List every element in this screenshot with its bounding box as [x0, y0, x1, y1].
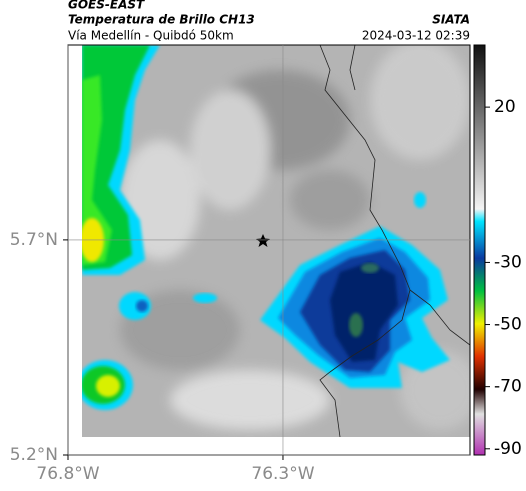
satellite: GOES-EAST	[68, 0, 145, 12]
colorbar-label: -90	[494, 439, 522, 459]
y-tick-label: 5.7°N	[10, 230, 58, 250]
colorbar-label: -30	[494, 252, 522, 272]
colorbar	[473, 44, 486, 456]
colorbar-label: -50	[494, 315, 522, 335]
colorbar-label: -70	[494, 377, 522, 397]
source: SIATA	[432, 13, 470, 27]
colorbar-label: 20	[494, 97, 516, 117]
city-marker	[256, 234, 270, 247]
x-tick-label: 76.3°W	[251, 464, 314, 484]
satellite-image	[82, 45, 470, 437]
x-tick-label: 76.8°W	[36, 464, 99, 484]
region: Vía Medellín - Quibdó 50km	[68, 29, 234, 43]
datetime: 2024-03-12 02:39	[362, 29, 470, 43]
map	[67, 44, 471, 456]
product: Temperatura de Brillo CH13	[68, 13, 255, 27]
y-tick-label: 5.2°N	[10, 445, 58, 465]
